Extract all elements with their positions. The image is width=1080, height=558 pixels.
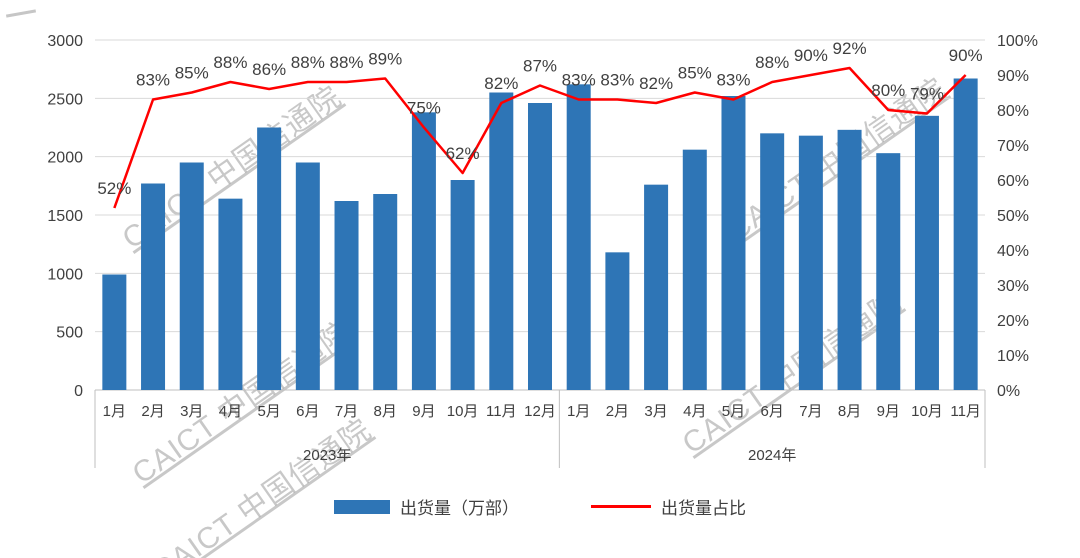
right-axis-tick-label: 30% <box>997 278 1029 295</box>
shipments-bar <box>450 180 475 390</box>
share-data-label: 83% <box>716 71 750 90</box>
shipments-bar <box>295 162 320 390</box>
right-axis-tick-label: 20% <box>997 313 1029 330</box>
share-data-label: 80% <box>871 81 905 100</box>
right-axis-tick-label: 100% <box>997 33 1038 50</box>
share-data-label: 82% <box>639 74 673 93</box>
x-tick-label: 5月 <box>257 403 280 420</box>
share-data-label: 85% <box>175 64 209 83</box>
x-tick-label: 2月 <box>606 403 629 420</box>
left-axis-tick-label: 2500 <box>47 91 83 108</box>
shipments-bar <box>798 135 823 390</box>
share-data-label: 62% <box>446 144 480 163</box>
left-axis-tick-label: 0 <box>74 383 83 400</box>
share-data-label: 89% <box>368 50 402 69</box>
x-tick-label: 11月 <box>486 403 517 420</box>
legend: 出货量（万部） 出货量占比 <box>0 494 1080 519</box>
x-tick-label: 6月 <box>296 403 319 420</box>
left-axis-tick-label: 1500 <box>47 208 83 225</box>
share-data-label: 52% <box>97 179 131 198</box>
share-data-label: 90% <box>949 46 983 65</box>
shipments-bar <box>644 184 669 390</box>
right-axis-tick-label: 80% <box>997 103 1029 120</box>
share-data-label: 88% <box>213 53 247 72</box>
shipments-bar <box>760 133 785 391</box>
year-group-label: 2024年 <box>748 447 796 464</box>
x-tick-label: 3月 <box>180 403 203 420</box>
right-axis-tick-label: 70% <box>997 138 1029 155</box>
x-tick-label: 1月 <box>103 403 126 420</box>
shipments-bar <box>489 92 514 390</box>
shipments-bar <box>682 149 707 390</box>
share-line <box>113 66 967 209</box>
legend-label-shipments: 出货量（万部） <box>400 499 519 518</box>
left-axis-tick-label: 500 <box>56 325 83 342</box>
shipments-bar <box>334 201 359 390</box>
year-group-label: 2023年 <box>303 447 351 464</box>
line-series-swatch-icon <box>591 505 651 508</box>
share-data-label: 79% <box>910 85 944 104</box>
shipments-bar <box>953 78 978 390</box>
x-tick-label: 3月 <box>644 403 667 420</box>
x-tick-label: 9月 <box>412 403 435 420</box>
right-axis-tick-label: 40% <box>997 243 1029 260</box>
shipments-bar <box>914 115 939 390</box>
right-axis-tick-label: 60% <box>997 173 1029 190</box>
x-tick-label: 10月 <box>447 403 479 420</box>
shipments-bar <box>721 96 746 390</box>
share-data-label: 86% <box>252 60 286 79</box>
x-tick-label: 12月 <box>524 403 556 420</box>
share-data-label: 85% <box>678 64 712 83</box>
share-data-label: 83% <box>600 71 634 90</box>
shipments-bar <box>102 274 127 390</box>
legend-item-share: 出货量占比 <box>591 494 746 519</box>
share-data-label: 88% <box>330 53 364 72</box>
share-data-label: 92% <box>833 39 867 58</box>
x-tick-label: 2月 <box>141 403 164 420</box>
left-axis-tick-label: 3000 <box>47 33 83 50</box>
right-axis-tick-label: 90% <box>997 68 1029 85</box>
shipments-bar <box>876 153 901 390</box>
shipments-bar <box>528 103 552 390</box>
share-data-label: 83% <box>136 71 170 90</box>
x-tick-label: 5月 <box>722 403 745 420</box>
shipments-bar <box>141 183 166 390</box>
x-tick-label: 1月 <box>567 403 590 420</box>
share-data-label: 87% <box>523 57 557 76</box>
share-data-label: 88% <box>291 53 325 72</box>
shipments-bar <box>179 162 204 390</box>
x-tick-label: 6月 <box>761 403 784 420</box>
x-tick-label: 10月 <box>911 403 943 420</box>
legend-label-share: 出货量占比 <box>661 499 746 518</box>
shipments-bar <box>837 129 862 391</box>
right-axis-tick-label: 10% <box>997 348 1029 365</box>
x-tick-label: 7月 <box>799 403 822 420</box>
shipments-bar <box>566 84 591 390</box>
x-tick-label: 4月 <box>683 403 706 420</box>
left-axis-tick-label: 1000 <box>47 266 83 283</box>
share-data-label: 88% <box>755 53 789 72</box>
legend-item-shipments: 出货量（万部） <box>334 494 519 519</box>
right-axis-tick-label: 50% <box>997 208 1029 225</box>
x-tick-label: 8月 <box>838 403 861 420</box>
share-data-label: 82% <box>484 74 518 93</box>
x-tick-label: 11月 <box>950 403 981 420</box>
shipments-bar <box>373 194 398 390</box>
shipments-bar <box>257 127 282 390</box>
x-tick-label: 9月 <box>877 403 900 420</box>
shipments-bar <box>218 198 243 390</box>
left-axis-tick-label: 2000 <box>47 150 83 167</box>
shipments-bar <box>411 112 436 390</box>
x-tick-label: 7月 <box>335 403 358 420</box>
shipments-bar <box>605 252 630 390</box>
share-data-label: 90% <box>794 46 828 65</box>
x-tick-label: 8月 <box>374 403 397 420</box>
share-data-label: 83% <box>562 71 596 90</box>
x-tick-label: 4月 <box>219 403 242 420</box>
bar-series-swatch-icon <box>334 499 390 514</box>
right-axis-tick-label: 0% <box>997 383 1020 400</box>
share-data-label: 75% <box>407 99 441 118</box>
